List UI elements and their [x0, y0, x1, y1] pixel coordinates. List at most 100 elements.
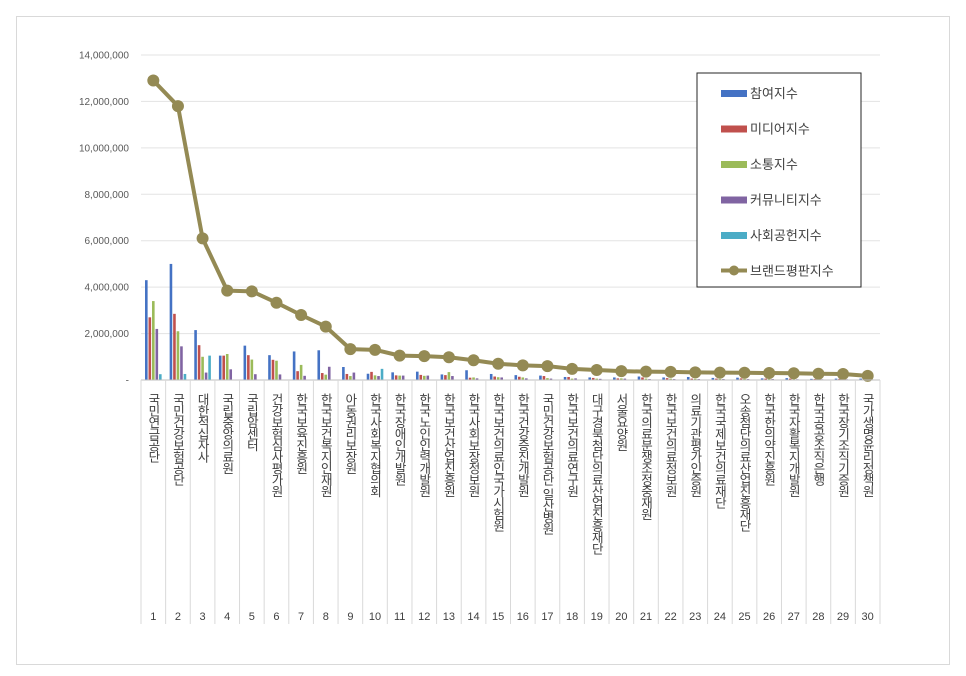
bar: [598, 378, 602, 380]
line-point: [270, 296, 283, 309]
rank-label: 9: [347, 611, 353, 623]
line-point: [221, 284, 234, 297]
bar: [299, 364, 303, 380]
bar: [686, 376, 690, 380]
legend-swatch: [721, 161, 747, 168]
rank-label: 27: [788, 611, 800, 623]
category-label: 한국장애인개발원: [392, 393, 407, 486]
legend-swatch: [721, 232, 747, 239]
bar: [194, 330, 197, 380]
line-point: [738, 366, 751, 379]
bar: [197, 345, 201, 380]
bar: [204, 372, 208, 380]
bar: [767, 378, 771, 380]
line-point: [196, 232, 209, 245]
bar: [145, 280, 148, 380]
category-label: 한국보육진흥원: [294, 393, 309, 474]
bar: [693, 378, 697, 380]
bar: [525, 378, 528, 380]
bar: [342, 367, 345, 380]
bar: [278, 374, 282, 380]
legend-label: 참여지수: [750, 87, 798, 102]
category-label: 한국공공조직은행: [811, 393, 826, 486]
bar: [644, 378, 648, 380]
bar: [788, 378, 792, 380]
rank-label: 3: [200, 611, 206, 623]
line-point: [787, 367, 800, 380]
line-point: [763, 367, 776, 380]
bar: [595, 378, 599, 380]
bar: [542, 376, 546, 380]
bar: [715, 378, 718, 380]
line-point: [492, 357, 505, 370]
category-label: 한국노인인력개발원: [417, 393, 432, 497]
rank-label: 26: [763, 611, 775, 623]
bar: [173, 313, 176, 380]
y-tick-label: 2,000,000: [85, 329, 130, 340]
bar: [838, 378, 841, 380]
bar: [303, 375, 306, 380]
line-point: [319, 320, 332, 333]
rank-label: 16: [517, 611, 529, 623]
bar: [623, 378, 627, 380]
bar: [373, 375, 377, 380]
bar: [422, 375, 426, 380]
line-point: [566, 362, 579, 375]
x-axis: 국민연금공단 1 국민건강보험공단 2 대한적십자사 3 국립중앙의료원 4 국립암센터 5 건강보…: [140, 379, 881, 624]
legend-label: 브랜드평판지수: [750, 265, 834, 280]
bar: [563, 376, 567, 380]
rank-label: 6: [273, 611, 279, 623]
legend-box: [696, 72, 862, 288]
bar: [317, 350, 321, 380]
bar: [641, 377, 644, 380]
bar: [391, 372, 394, 380]
bar: [370, 371, 373, 380]
rank-label: 17: [541, 611, 553, 623]
bar: [440, 374, 444, 380]
line-point: [418, 350, 431, 363]
bar: [493, 376, 496, 380]
category-label: 한국자활복지개발원: [786, 393, 801, 497]
category-label: 서울요양원: [614, 393, 629, 451]
line-point: [837, 367, 850, 380]
rank-label: 12: [418, 611, 430, 623]
bar: [183, 373, 187, 380]
category-label: 한국한의약진흥원: [762, 393, 777, 486]
legend-swatch: [721, 90, 747, 97]
bar: [711, 377, 715, 380]
category-label: 한국보건의료정보원: [663, 393, 678, 497]
bar: [588, 377, 592, 380]
rank-label: 28: [812, 611, 824, 623]
category-label: 국가생명윤리정책원: [860, 393, 875, 497]
bar: [243, 345, 247, 380]
line-point: [442, 351, 455, 364]
line-point: [245, 285, 258, 298]
bar: [549, 378, 553, 380]
category-label: 국민건강보험공단: [170, 393, 185, 486]
bar: [401, 375, 405, 380]
rank-label: 13: [443, 611, 455, 623]
bar: [320, 373, 324, 380]
category-label: 대한적십자사: [195, 393, 210, 463]
category-label: 아동권리보장원: [343, 393, 358, 474]
category-label: 한국보건복지인재원: [318, 393, 333, 497]
category-label: 대구경북첨단의료산업진흥재단: [589, 393, 604, 555]
bar: [324, 374, 328, 380]
bar: [718, 378, 722, 380]
bar: [398, 375, 401, 380]
category-label: 한국사회보장정보원: [466, 393, 481, 497]
rank-label: 7: [298, 611, 304, 623]
bar: [574, 378, 577, 380]
rank-label: 24: [714, 611, 726, 623]
bar: [268, 355, 271, 380]
bar: [444, 375, 447, 380]
rank-label: 1: [150, 611, 156, 623]
rank-label: 15: [492, 611, 504, 623]
line-point: [295, 309, 308, 321]
bar: [764, 378, 767, 380]
bar: [394, 375, 398, 380]
y-tick-label: 8,000,000: [85, 190, 130, 201]
bars: [145, 263, 873, 380]
